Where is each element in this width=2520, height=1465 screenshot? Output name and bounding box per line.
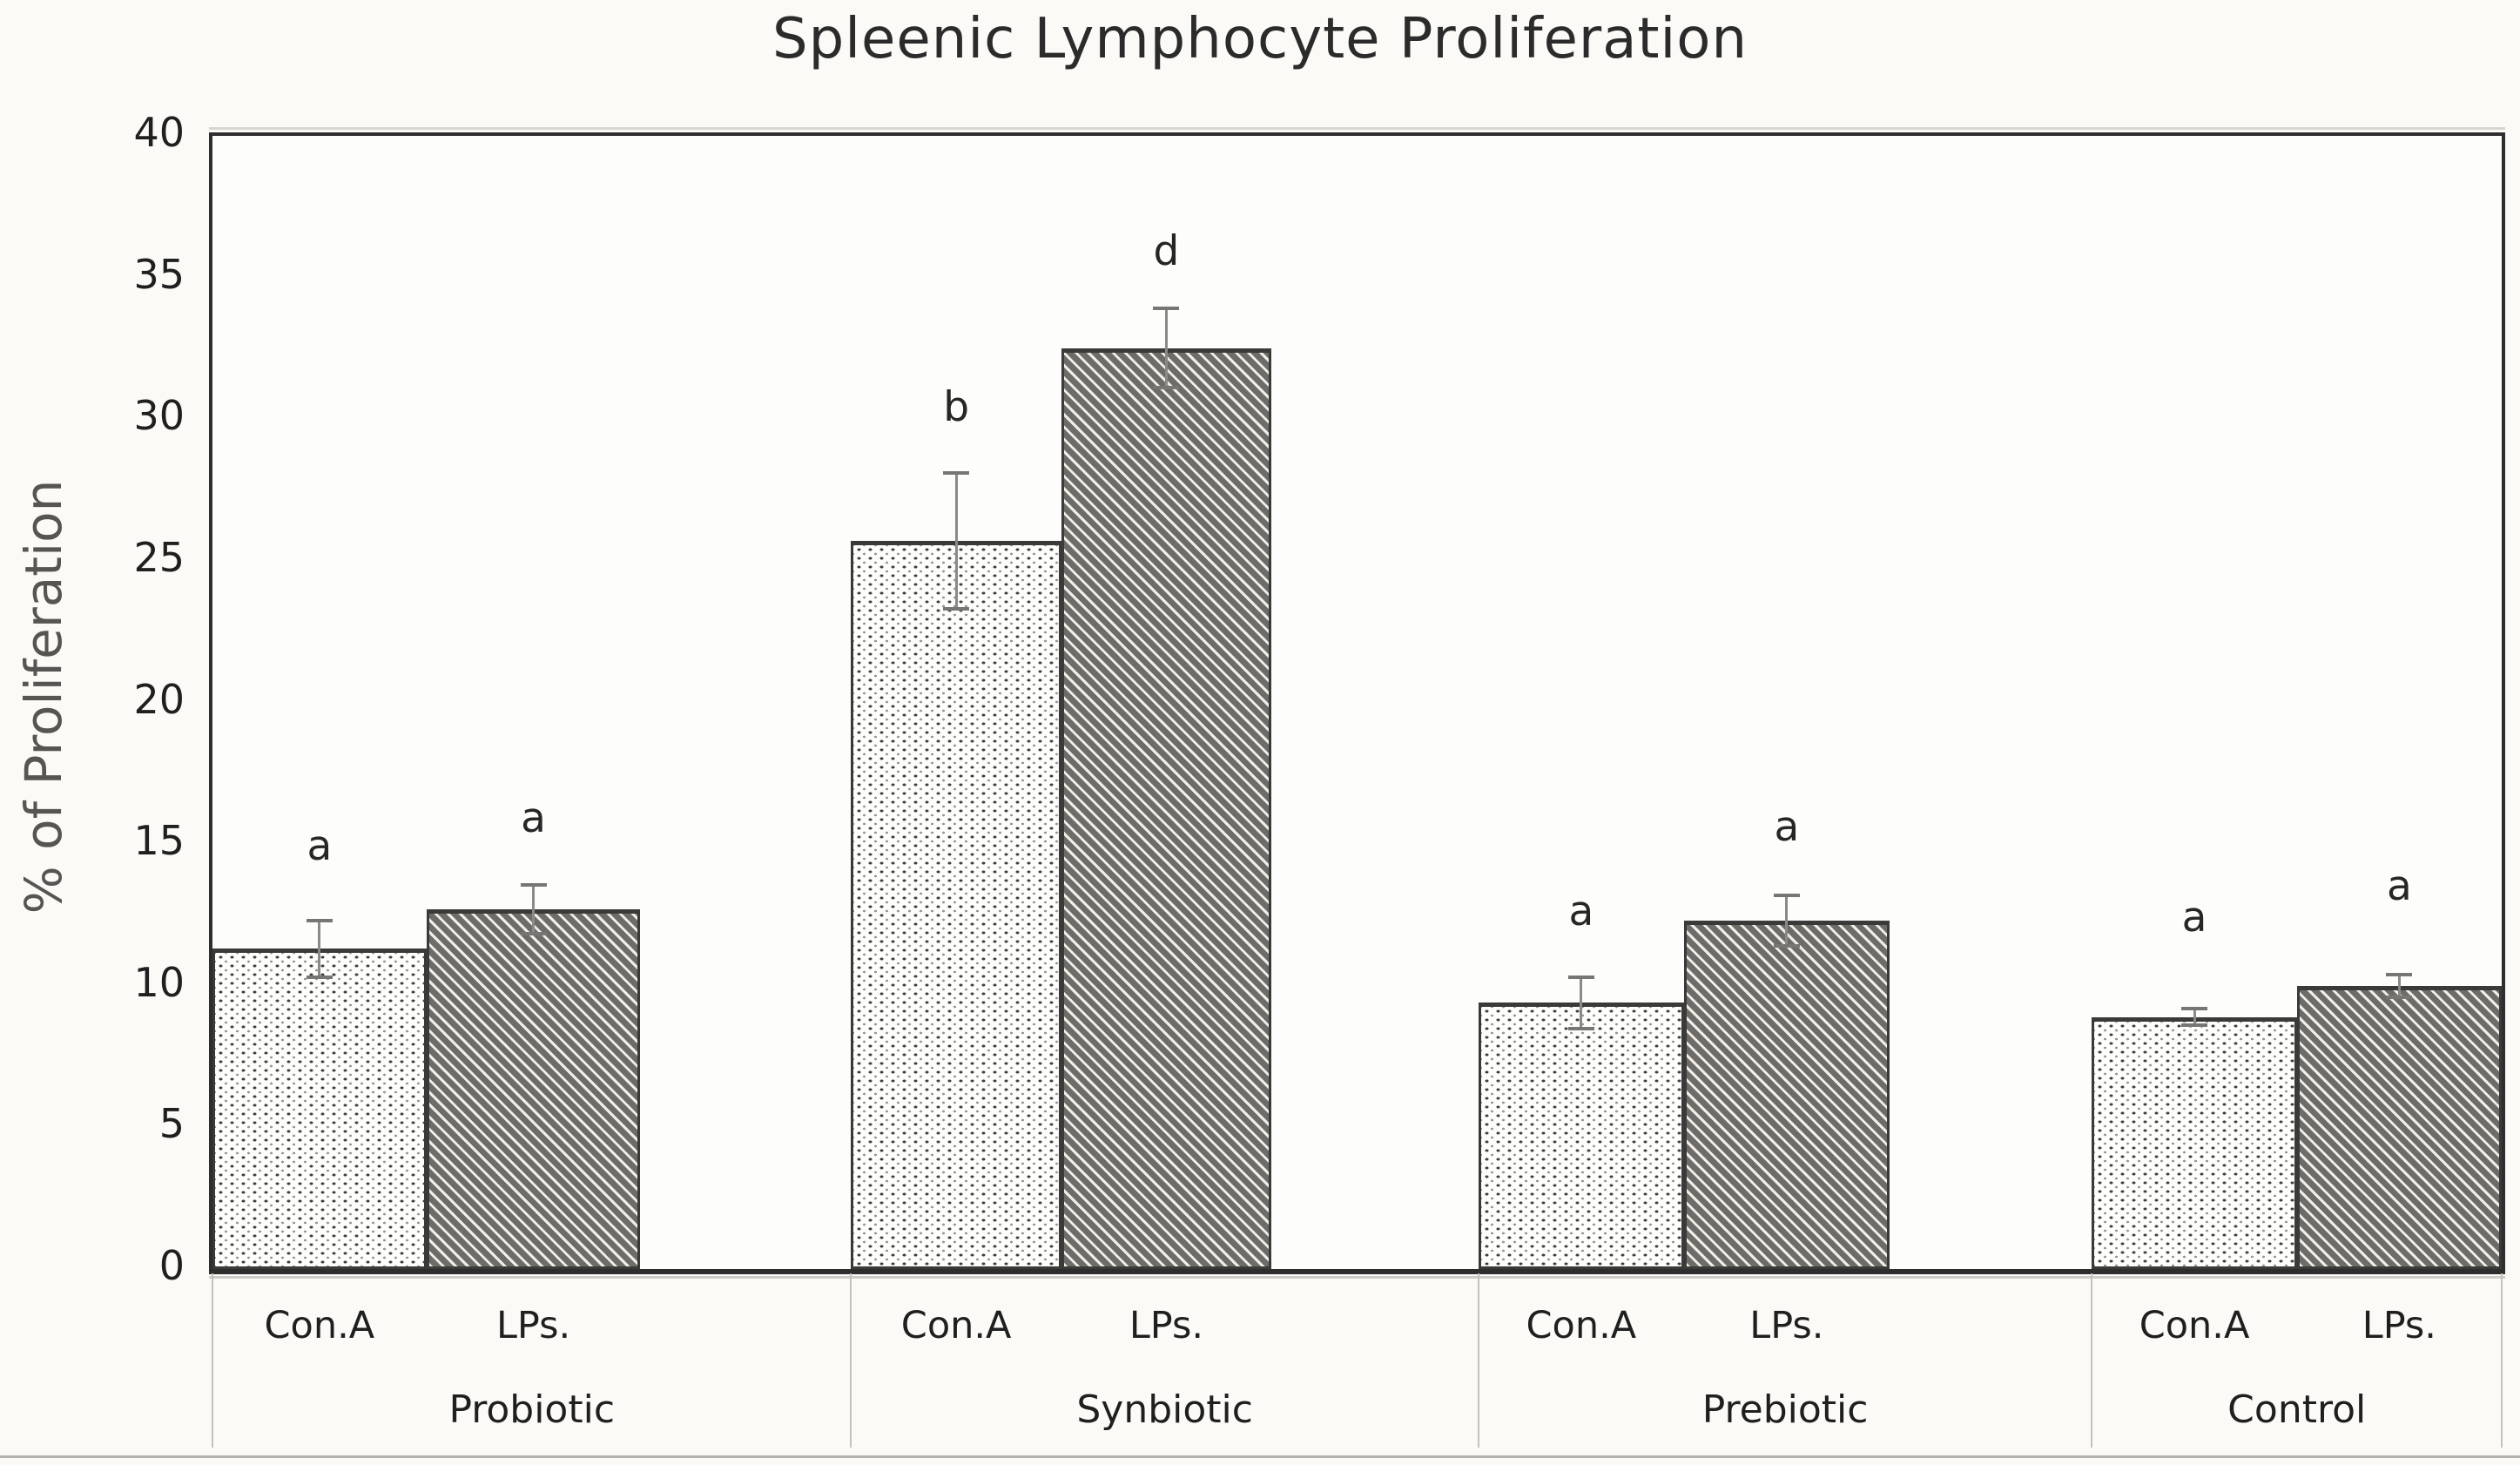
sig-letter-con-a-control: a (2181, 893, 2207, 942)
category-divider (2091, 1273, 2093, 1448)
category-divider (2501, 1273, 2503, 1448)
x-sublabel-lps-probiotic: LPs. (495, 1304, 571, 1347)
error-bar-cap-bottom (2181, 1023, 2208, 1028)
bar-lps-control (2296, 985, 2502, 1269)
sig-letter-con-a-probiotic: a (307, 822, 333, 871)
x-group-label-control: Control (2227, 1387, 2367, 1432)
error-bar-cap-top (306, 918, 333, 922)
bar-lps-prebiotic (1683, 920, 1890, 1269)
sig-letter-lps-synbiotic: d (1153, 227, 1180, 276)
sig-letter-con-a-synbiotic: b (943, 383, 970, 432)
sig-letter-lps-prebiotic: a (1774, 802, 1800, 851)
bar-con-a-probiotic (212, 949, 427, 1269)
category-divider (1477, 1273, 1479, 1448)
sig-letter-lps-probiotic: a (521, 793, 546, 842)
figure-bottom-rule (0, 1455, 2520, 1458)
error-bar-cap-top (520, 883, 547, 888)
x-sublabel-con-a-probiotic: Con.A (264, 1304, 375, 1347)
x-sublabel-con-a-synbiotic: Con.A (900, 1304, 1012, 1347)
error-bar-lps-control (2397, 974, 2401, 997)
y-tick-label-20: 20 (133, 675, 185, 723)
error-bar-cap-bottom (1567, 1026, 1594, 1030)
error-bar-cap-bottom (943, 607, 970, 611)
error-bar-lps-probiotic (532, 885, 536, 934)
x-group-label-synbiotic: Synbiotic (1076, 1387, 1253, 1432)
sig-letter-lps-control: a (2386, 861, 2412, 910)
error-bar-lps-synbiotic (1164, 308, 1168, 388)
y-tick-label-5: 5 (158, 1100, 185, 1148)
x-sublabel-lps-control: LPs. (2362, 1304, 2436, 1347)
bar-lps-synbiotic (1061, 348, 1272, 1269)
error-bar-lps-prebiotic (1785, 895, 1789, 947)
x-sublabel-con-a-prebiotic: Con.A (1526, 1304, 1637, 1347)
plot-area: a a b d a a a a (209, 127, 2505, 1279)
bar-con-a-control (2092, 1016, 2297, 1269)
error-bar-cap-bottom (1153, 386, 1180, 390)
error-bar-cap-bottom (2386, 995, 2413, 999)
category-divider (212, 1273, 213, 1448)
y-tick-label-35: 35 (133, 250, 185, 298)
bar-lps-probiotic (426, 908, 641, 1269)
error-bar-cap-top (943, 471, 970, 476)
error-bar-con-a-prebiotic (1580, 976, 1583, 1029)
error-bar-con-a-synbiotic (954, 473, 958, 610)
y-tick-label-30: 30 (133, 392, 185, 440)
y-tick-label-40: 40 (133, 109, 185, 156)
x-sublabel-lps-prebiotic: LPs. (1749, 1304, 1824, 1347)
error-bar-cap-bottom (306, 975, 333, 979)
y-tick-label-25: 25 (133, 533, 185, 581)
bar-con-a-synbiotic (851, 541, 1061, 1269)
y-tick-label-0: 0 (158, 1242, 185, 1289)
chart-title: Spleenic Lymphocyte Proliferation (772, 7, 1748, 71)
x-group-label-probiotic: Probiotic (448, 1387, 616, 1432)
error-bar-cap-top (2386, 972, 2413, 976)
error-bar-cap-top (2181, 1006, 2208, 1010)
error-bar-cap-top (1773, 893, 1800, 897)
category-divider (850, 1273, 852, 1448)
error-bar-cap-bottom (520, 931, 547, 935)
x-sublabel-con-a-control: Con.A (2139, 1304, 2250, 1347)
bar-con-a-prebiotic (1478, 1003, 1684, 1269)
sig-letter-con-a-prebiotic: a (1568, 888, 1594, 936)
y-tick-label-15: 15 (133, 817, 185, 865)
x-sublabel-lps-synbiotic: LPs. (1129, 1304, 1204, 1347)
error-bar-cap-top (1153, 307, 1180, 311)
error-bar-cap-bottom (1773, 944, 1800, 949)
x-group-label-prebiotic: Prebiotic (1701, 1387, 1869, 1432)
error-bar-cap-top (1567, 975, 1594, 979)
error-bar-con-a-probiotic (318, 920, 321, 977)
error-bar-con-a-control (2193, 1008, 2196, 1026)
y-tick-label-10: 10 (133, 958, 185, 1006)
